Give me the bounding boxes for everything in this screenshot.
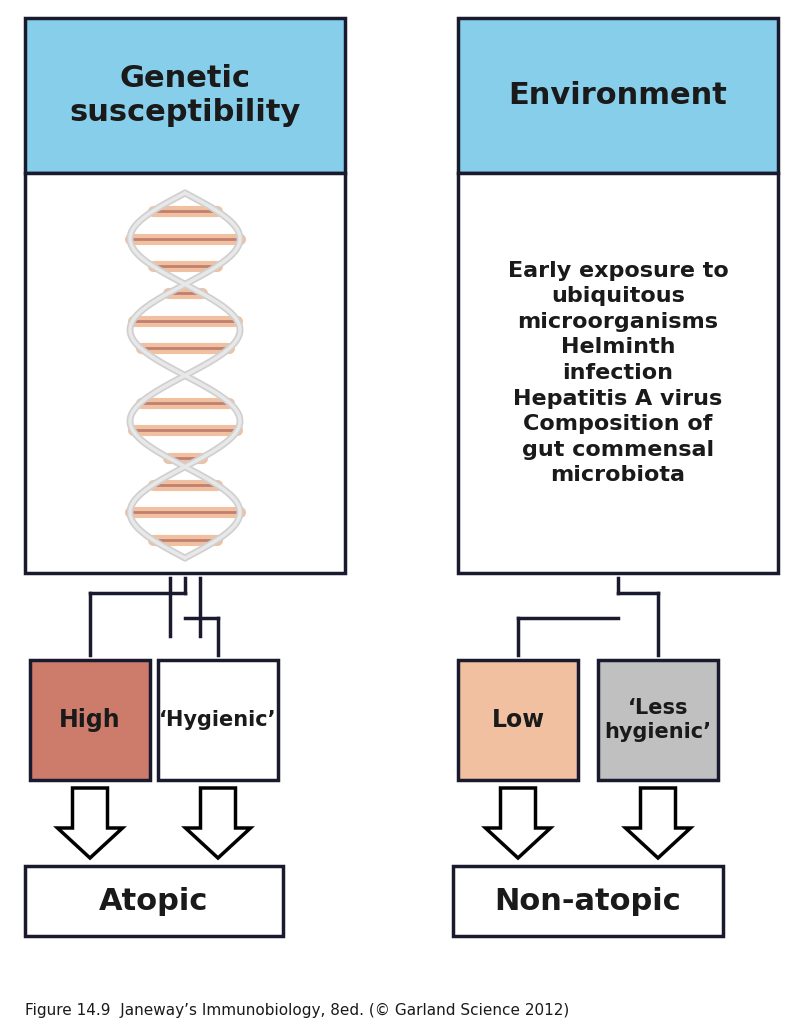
FancyBboxPatch shape bbox=[158, 660, 277, 780]
FancyBboxPatch shape bbox=[457, 173, 777, 573]
Polygon shape bbox=[485, 788, 550, 858]
Text: Genetic
susceptibility: Genetic susceptibility bbox=[69, 64, 300, 126]
FancyBboxPatch shape bbox=[25, 173, 345, 573]
Polygon shape bbox=[625, 788, 690, 858]
FancyBboxPatch shape bbox=[25, 866, 282, 936]
FancyBboxPatch shape bbox=[457, 18, 777, 173]
Polygon shape bbox=[185, 788, 250, 858]
Polygon shape bbox=[58, 788, 123, 858]
Text: Low: Low bbox=[491, 708, 544, 732]
Text: High: High bbox=[59, 708, 120, 732]
FancyBboxPatch shape bbox=[597, 660, 717, 780]
FancyBboxPatch shape bbox=[30, 660, 150, 780]
FancyBboxPatch shape bbox=[25, 18, 345, 173]
FancyBboxPatch shape bbox=[452, 866, 722, 936]
FancyBboxPatch shape bbox=[457, 660, 577, 780]
Text: Figure 14.9  Janeway’s Immunobiology, 8ed. (© Garland Science 2012): Figure 14.9 Janeway’s Immunobiology, 8ed… bbox=[25, 1003, 569, 1017]
Text: Atopic: Atopic bbox=[99, 887, 209, 916]
Text: ‘Less
hygienic’: ‘Less hygienic’ bbox=[604, 698, 711, 742]
Text: Non-atopic: Non-atopic bbox=[494, 887, 681, 916]
Text: Early exposure to
ubiquitous
microorganisms
Helminth
infection
Hepatitis A virus: Early exposure to ubiquitous microorgani… bbox=[507, 261, 727, 486]
Text: ‘Hygienic’: ‘Hygienic’ bbox=[159, 710, 277, 730]
Text: Environment: Environment bbox=[508, 81, 727, 110]
